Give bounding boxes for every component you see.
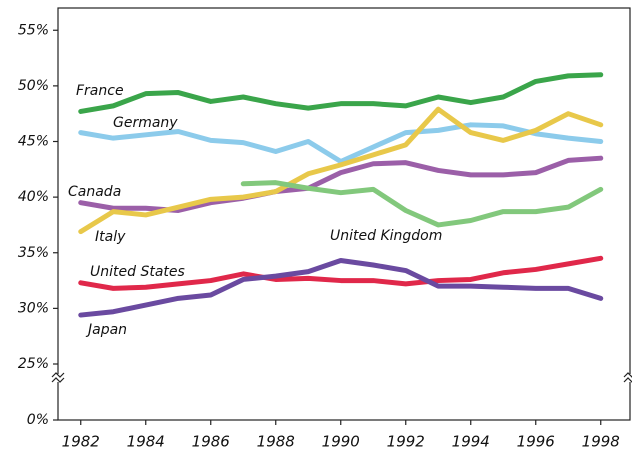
series-label: United Kingdom <box>330 228 442 244</box>
series-label: France <box>76 83 124 99</box>
x-tick-label: 1992 <box>387 433 425 451</box>
x-tick-label: 1996 <box>517 433 555 451</box>
series-line <box>78 72 604 114</box>
series-line <box>78 106 604 235</box>
x-tick-label: 1998 <box>582 433 620 451</box>
x-tick-label: 1986 <box>192 433 230 451</box>
series-label: Italy <box>95 229 126 245</box>
axis-break-gap <box>52 374 64 382</box>
y-tick-label: 0% <box>27 412 49 428</box>
y-tick-label: 25% <box>18 356 49 372</box>
series-label: United States <box>90 264 185 280</box>
x-tick-label: 1988 <box>257 433 295 451</box>
series-line <box>240 180 604 228</box>
y-tick-label: 55% <box>18 22 49 38</box>
y-tick-label: 50% <box>18 78 49 94</box>
y-tick-label: 30% <box>18 300 49 316</box>
series-label: Canada <box>68 184 121 200</box>
axis-break <box>623 372 632 383</box>
series-label: Germany <box>113 115 178 131</box>
series-label: Japan <box>85 322 127 338</box>
series-line <box>78 258 604 318</box>
y-tick-label: 40% <box>18 189 49 205</box>
x-tick-label: 1984 <box>127 433 165 451</box>
y-tick-label: 35% <box>18 245 49 261</box>
series-line <box>78 255 604 291</box>
series-line <box>78 122 604 165</box>
x-tick-label: 1994 <box>452 433 490 451</box>
axis-break <box>51 372 65 383</box>
x-tick-label: 1990 <box>322 433 360 451</box>
x-tick-label: 1982 <box>62 433 100 451</box>
plot-frame <box>57 7 631 421</box>
y-tick-label: 45% <box>18 134 49 150</box>
